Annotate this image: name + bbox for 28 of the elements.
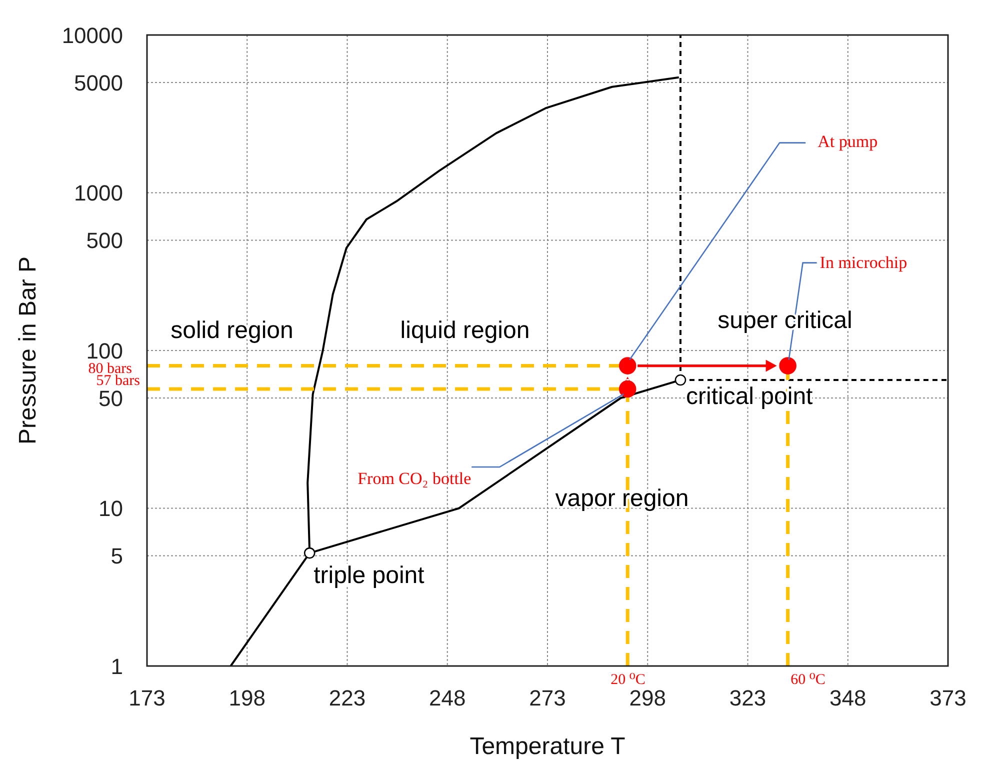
text: 60 ⁰C — [790, 672, 826, 688]
x-tick-label: 198 — [228, 686, 266, 711]
annotation: At pump — [818, 132, 878, 151]
annotation: liquid region — [400, 317, 530, 344]
y-tick-label: 10000 — [62, 22, 123, 48]
x-axis-title: Temperature T — [470, 733, 626, 760]
x-tick-label: 173 — [128, 686, 166, 711]
y-tick-label: 500 — [86, 228, 123, 254]
y-axis-title: Pressure in Bar P — [14, 256, 42, 445]
y-tick-label: 5000 — [74, 70, 123, 96]
annotation: In microchip — [820, 252, 908, 272]
annotation: triple point — [314, 562, 425, 590]
annotation: vapor region — [555, 485, 689, 512]
x-tick-label: 323 — [729, 686, 766, 711]
x-tick-label: 248 — [429, 686, 466, 711]
y-tick-label: 5 — [110, 544, 123, 569]
annotation: From CO₂ bottle — [358, 469, 472, 488]
x-tick-label: 273 — [529, 686, 566, 711]
y-tick-label: 100 — [86, 338, 123, 364]
y-tick-label: 10 — [98, 496, 123, 522]
x-tick-label: 348 — [830, 686, 866, 711]
y-tick-label: 1 — [110, 654, 123, 679]
annotation: solid region — [170, 317, 294, 344]
x-tick-label: 298 — [629, 686, 666, 711]
y-tick-label: 1000 — [74, 180, 123, 206]
x-tick-label: 223 — [328, 686, 366, 711]
text: 20 ⁰C — [610, 672, 646, 688]
x-tick-label: 373 — [930, 686, 966, 711]
